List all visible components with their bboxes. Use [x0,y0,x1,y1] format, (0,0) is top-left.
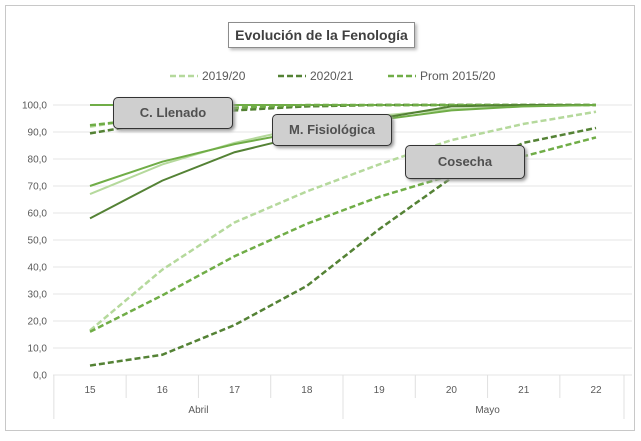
x-tick-label: 18 [301,385,313,396]
y-tick-label: 30,0 [28,290,48,301]
x-group-label: Mayo [475,405,500,416]
series-line-cosecha [89,110,597,332]
x-tick-label: 16 [157,385,169,396]
y-tick-label: 60,0 [28,209,48,220]
x-group-label: Abril [188,405,208,416]
y-tick-label: 90,0 [28,128,48,139]
x-tick-label: 21 [518,385,530,396]
y-tick-label: 100,0 [22,101,47,112]
legend-label: 2020/21 [310,69,354,83]
annotation-c-llenado: C. Llenado [113,97,233,129]
y-tick-label: 80,0 [28,155,48,166]
x-tick-label: 15 [84,385,96,396]
x-tick-label: 19 [374,385,386,396]
chart-title: Evolución de la Fenología [228,22,415,48]
legend-label: 2019/20 [202,69,246,83]
y-tick-label: 50,0 [28,236,48,247]
x-tick-label: 17 [229,385,241,396]
y-tick-label: 0,0 [33,371,47,382]
series-line-cosecha [89,136,597,333]
x-tick-label: 20 [446,385,458,396]
y-tick-label: 70,0 [28,182,48,193]
y-tick-label: 40,0 [28,263,48,274]
y-tick-label: 10,0 [28,344,48,355]
x-tick-label: 22 [590,385,602,396]
y-tick-label: 20,0 [28,317,48,328]
annotation-m-fisiologica: M. Fisiológica [272,114,392,146]
annotation-cosecha: Cosecha [405,145,525,179]
legend-label: Prom 2015/20 [420,69,496,83]
